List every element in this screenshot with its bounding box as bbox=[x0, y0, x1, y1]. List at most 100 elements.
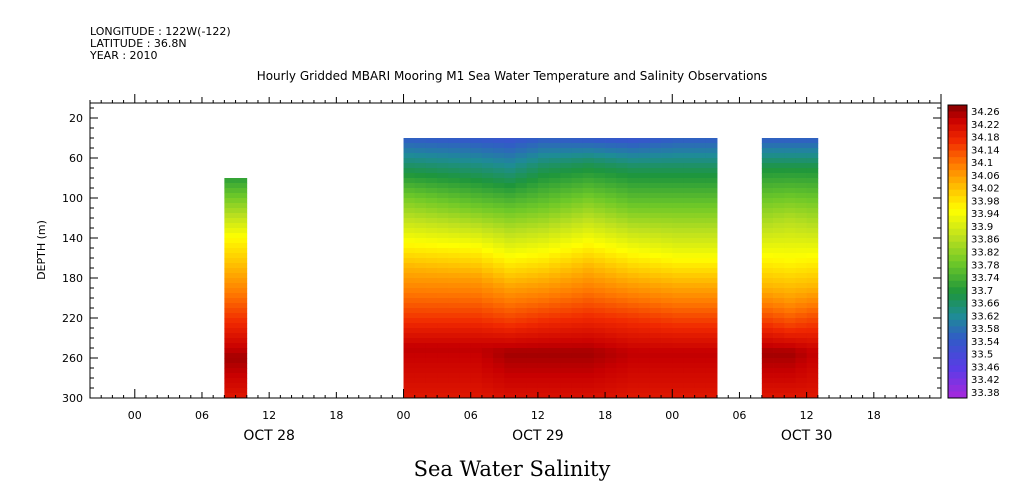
heatmap-cell bbox=[448, 158, 460, 164]
heatmap-cell bbox=[560, 368, 572, 374]
heatmap-cell bbox=[694, 278, 707, 284]
colorbar-label: 34.02 bbox=[971, 184, 1000, 195]
heatmap-cell bbox=[537, 263, 550, 269]
heatmap-cell bbox=[481, 258, 494, 264]
heatmap-cell bbox=[470, 238, 483, 244]
colorbar-label: 33.98 bbox=[971, 196, 1000, 207]
heatmap-cell bbox=[549, 228, 561, 234]
colorbar-label: 34.18 bbox=[971, 133, 1000, 144]
heatmap-cell bbox=[649, 258, 662, 264]
heatmap-cell bbox=[537, 238, 550, 244]
heatmap-cell bbox=[649, 283, 662, 289]
heatmap-cell bbox=[761, 143, 774, 149]
heatmap-cell bbox=[537, 208, 550, 214]
heatmap-cell bbox=[403, 363, 416, 369]
heatmap-cell bbox=[470, 168, 483, 174]
heatmap-cell bbox=[627, 173, 640, 179]
heatmap-cell bbox=[504, 248, 516, 254]
heatmap-cell bbox=[549, 343, 561, 349]
heatmap-cell bbox=[504, 188, 516, 194]
heatmap-cell bbox=[481, 138, 494, 144]
heatmap-cell bbox=[549, 203, 561, 209]
heatmap-cell bbox=[661, 203, 673, 209]
heatmap-cell bbox=[526, 193, 539, 199]
heatmap-cell bbox=[224, 348, 236, 354]
heatmap-cell bbox=[582, 178, 595, 184]
heatmap-cell bbox=[459, 343, 472, 349]
heatmap-cell bbox=[504, 223, 516, 229]
heatmap-cell bbox=[403, 358, 416, 364]
heatmap-cell bbox=[806, 223, 819, 229]
heatmap-cell bbox=[694, 393, 707, 399]
heatmap-cell bbox=[683, 388, 696, 394]
heatmap-cell bbox=[672, 193, 684, 199]
heatmap-cell bbox=[694, 188, 707, 194]
heatmap-cell bbox=[795, 268, 808, 274]
heatmap-cell bbox=[493, 303, 505, 309]
heatmap-cell bbox=[627, 303, 640, 309]
heatmap-cell bbox=[638, 148, 651, 154]
heatmap-cell bbox=[549, 238, 561, 244]
heatmap-cell bbox=[605, 328, 617, 334]
heatmap-cell bbox=[806, 193, 819, 199]
heatmap-cell bbox=[627, 308, 640, 314]
heatmap-cell bbox=[549, 338, 561, 344]
heatmap-cell bbox=[616, 188, 628, 194]
heatmap-cell bbox=[616, 288, 628, 294]
heatmap-cell bbox=[593, 218, 606, 224]
heatmap-cell bbox=[515, 253, 528, 259]
heatmap-cell bbox=[694, 198, 707, 204]
heatmap-cell bbox=[515, 243, 528, 249]
heatmap-cell bbox=[414, 368, 427, 374]
heatmap-cell bbox=[437, 308, 449, 314]
heatmap-cell bbox=[560, 248, 572, 254]
heatmap-cell bbox=[649, 203, 662, 209]
heatmap-cell bbox=[560, 323, 572, 329]
heatmap-cell bbox=[448, 383, 460, 389]
heatmap-cell bbox=[638, 368, 651, 374]
heatmap-cell bbox=[481, 178, 494, 184]
heatmap-cell bbox=[414, 313, 427, 319]
colorbar-band bbox=[948, 228, 967, 236]
heatmap-cell bbox=[683, 288, 696, 294]
heatmap-cell bbox=[683, 138, 696, 144]
heatmap-cell bbox=[515, 173, 528, 179]
heatmap-cell bbox=[705, 268, 718, 274]
heatmap-cell bbox=[515, 278, 528, 284]
heatmap-cell bbox=[761, 373, 774, 379]
heatmap-cell bbox=[593, 263, 606, 269]
heatmap-cell bbox=[672, 318, 684, 324]
heatmap-cell bbox=[403, 273, 416, 279]
heatmap-cell bbox=[414, 253, 427, 259]
heatmap-cell bbox=[493, 193, 505, 199]
heatmap-cell bbox=[806, 208, 819, 214]
heatmap-cell bbox=[784, 283, 796, 289]
x-tick-labels: 00 06 12 18 00 06 12 18 00 06 12 18 bbox=[128, 409, 881, 422]
heatmap-cell bbox=[616, 388, 628, 394]
heatmap-cell bbox=[448, 333, 460, 339]
heatmap-cell bbox=[705, 218, 718, 224]
heatmap-cell bbox=[806, 143, 819, 149]
heatmap-cell bbox=[571, 188, 584, 194]
heatmap-cell bbox=[549, 313, 561, 319]
heatmap-cell bbox=[437, 163, 449, 169]
heatmap-cell bbox=[605, 148, 617, 154]
heatmap-cell bbox=[694, 143, 707, 149]
colorbar-band bbox=[948, 163, 967, 171]
heatmap-cell bbox=[661, 278, 673, 284]
heatmap-cell bbox=[459, 173, 472, 179]
heatmap-cell bbox=[627, 193, 640, 199]
heatmap-cell bbox=[549, 388, 561, 394]
heatmap-cell bbox=[649, 248, 662, 254]
heatmap-cell bbox=[649, 333, 662, 339]
heatmap-cell bbox=[493, 378, 505, 384]
heatmap-cell bbox=[224, 323, 236, 329]
heatmap-cell bbox=[493, 323, 505, 329]
heatmap-cell bbox=[616, 243, 628, 249]
heatmap-cell bbox=[481, 253, 494, 259]
heatmap-cell bbox=[459, 338, 472, 344]
heatmap-cell bbox=[649, 253, 662, 259]
heatmap-cell bbox=[403, 173, 416, 179]
heatmap-cell bbox=[403, 183, 416, 189]
